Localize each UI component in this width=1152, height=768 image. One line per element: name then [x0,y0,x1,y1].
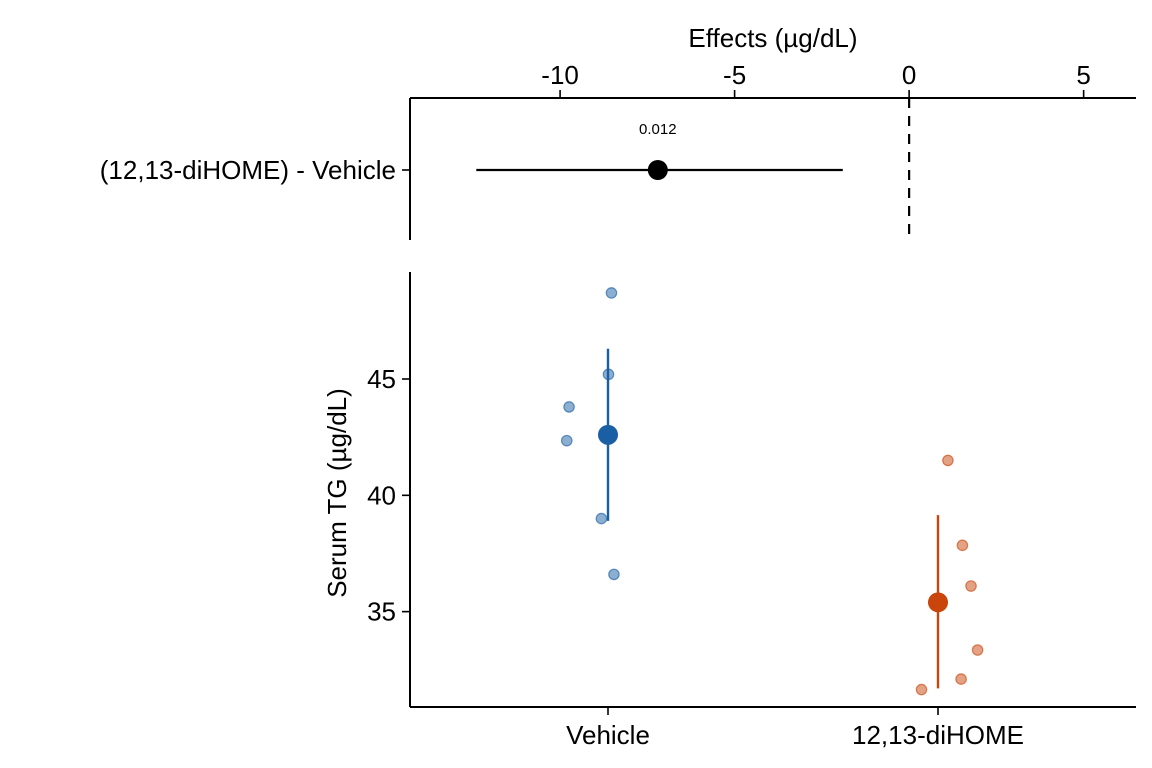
observation-point [608,568,620,581]
effects-tick-label: 0 [902,60,916,90]
group-mean-point [598,424,618,445]
observation-point [965,580,977,592]
serum-tg-axis-title: Serum TG (µg/dL) [322,388,352,598]
group-axis-ticks: Vehicle 12,13-diHOME [566,707,1024,750]
effects-axis-title: Effects (µg/dL) [688,23,857,53]
observation-point [971,644,984,656]
group-0 [560,287,620,581]
group-marks [560,287,984,696]
values-panel: Serum TG (µg/dL) 35 40 45 Vehicle 12,13-diH… [322,272,1136,750]
group-tick-label: Vehicle [566,720,650,750]
group-tick-label: 12,13-diHOME [852,720,1024,750]
observation-point [915,683,928,696]
effect-panel: Effects (µg/dL) -10 -5 0 5 (12,13-diHOME) -… [100,23,1136,240]
observation-point [595,512,608,525]
effects-tick-label: -5 [723,60,746,90]
effects-axis-ticks: -10 -5 0 5 [541,60,1091,98]
group-1 [915,454,984,696]
serum-tg-tick-label: 35 [367,597,396,627]
observation-point [942,454,954,467]
forest-rows: (12,13-diHOME) - Vehicle 0.012 [100,121,843,185]
serum-tg-tick-label: 45 [367,364,396,394]
observation-point [955,673,967,685]
serum-tg-tick-label: 40 [367,480,396,510]
serum-tg-axis-ticks: 35 40 45 [367,364,410,627]
effect-estimate-point [647,160,668,180]
observation-point [956,539,969,552]
observation-point [563,401,575,413]
comparison-label: (12,13-diHOME) - Vehicle [100,155,396,185]
effects-tick-label: -10 [541,60,579,90]
group-mean-point [928,592,948,613]
effects-tick-label: 5 [1076,60,1090,90]
p-value-label: 0.012 [639,121,677,138]
observation-point [560,434,573,447]
observation-point [605,287,618,299]
